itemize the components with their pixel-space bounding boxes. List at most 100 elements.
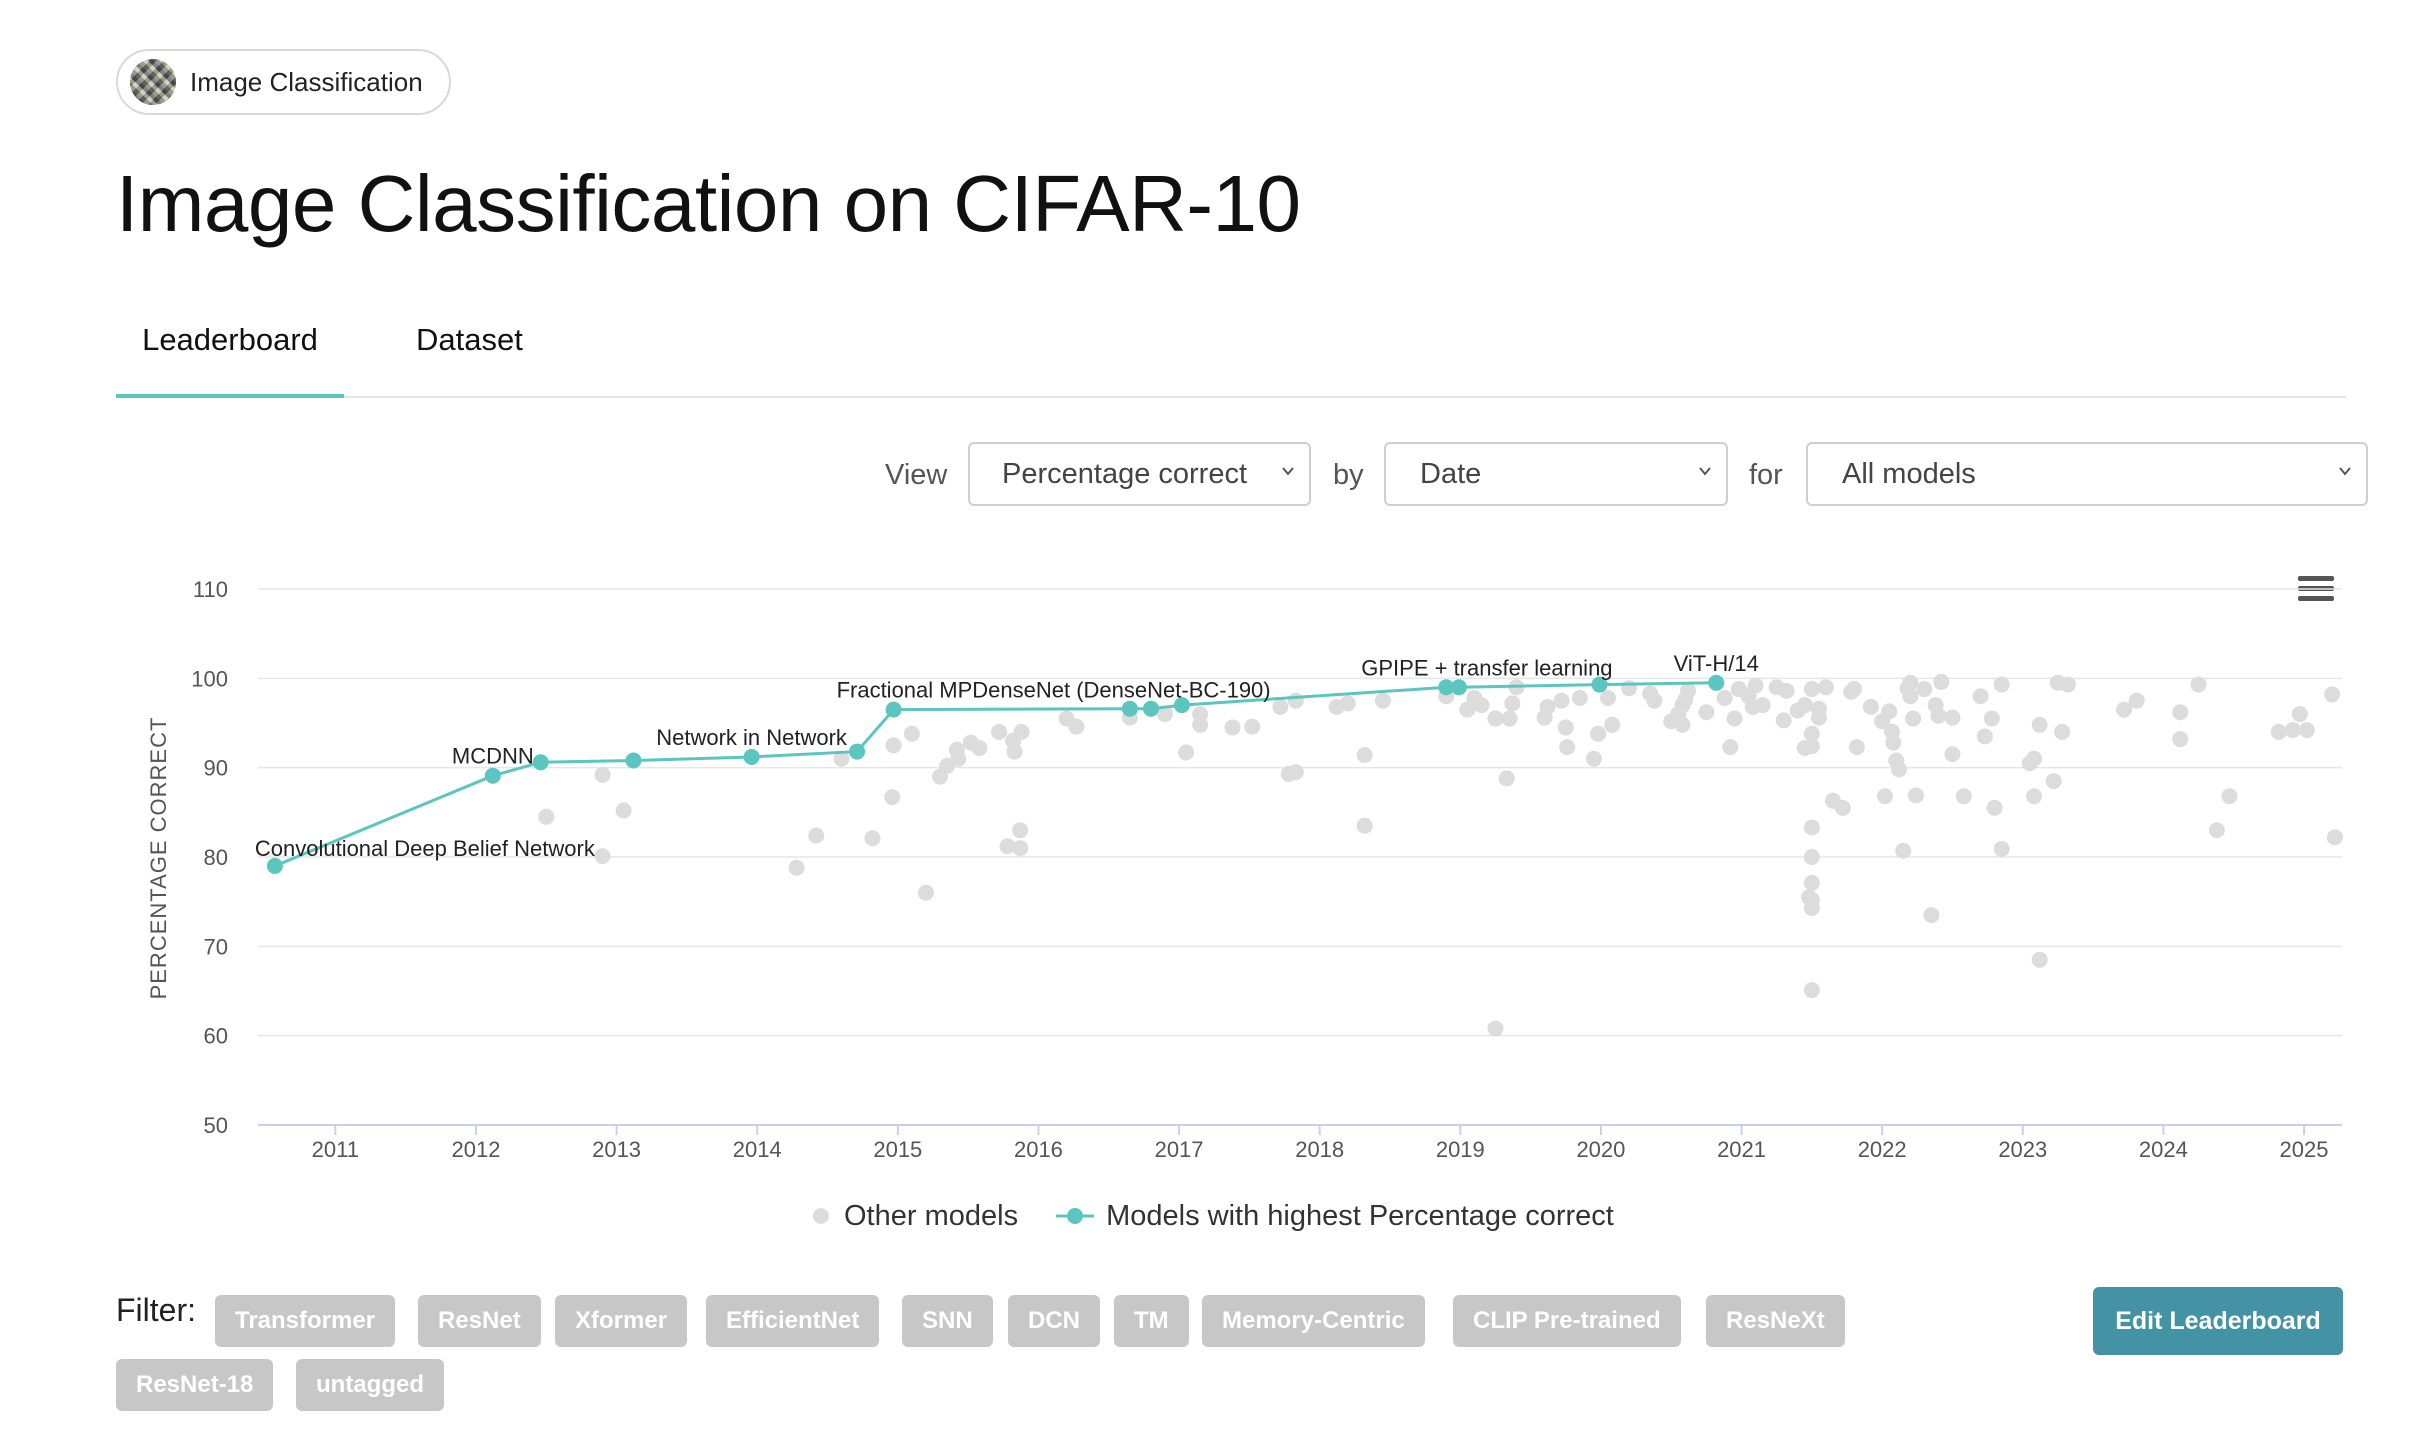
other-model-point[interactable] [2059,676,2076,693]
filter-tag-clip-pre-trained[interactable]: CLIP Pre-trained [1453,1295,1681,1347]
other-model-point[interactable] [1178,744,1195,761]
other-model-point[interactable] [1498,770,1515,787]
other-model-point[interactable] [1923,907,1940,924]
other-model-point[interactable] [1905,710,1922,727]
other-model-point[interactable] [594,766,611,783]
other-model-point[interactable] [1339,695,1356,712]
other-model-point[interactable] [1006,743,1023,760]
other-model-point[interactable] [1674,716,1691,733]
other-model-point[interactable] [1013,723,1030,740]
other-model-point[interactable] [1986,799,2003,816]
best-model-point[interactable] [1142,700,1159,717]
other-model-point[interactable] [788,859,805,876]
other-model-point[interactable] [2045,773,2062,790]
other-model-point[interactable] [1803,738,1820,755]
other-model-point[interactable] [1972,688,1989,705]
other-model-point[interactable] [1012,840,1029,857]
other-model-point[interactable] [833,750,850,767]
best-model-point[interactable] [885,701,902,718]
best-model-point[interactable] [266,857,283,874]
other-model-point[interactable] [1604,716,1621,733]
other-model-point[interactable] [1796,697,1813,714]
other-model-point[interactable] [1933,673,1950,690]
filter-tag-resnext[interactable]: ResNeXt [1706,1295,1845,1347]
other-model-point[interactable] [1778,682,1795,699]
other-model-point[interactable] [2026,788,2043,805]
other-model-point[interactable] [1803,725,1820,742]
other-model-point[interactable] [1803,982,1820,999]
other-model-point[interactable] [2298,722,2315,739]
other-model-point[interactable] [1775,712,1792,729]
other-model-point[interactable] [1557,719,1574,736]
other-model-point[interactable] [1571,689,1588,706]
other-model-point[interactable] [1881,703,1898,720]
legend-best-models[interactable]: Models with highest Percentage correct [1056,1200,1614,1233]
other-model-point[interactable] [1891,761,1908,778]
other-model-point[interactable] [885,737,902,754]
other-model-point[interactable] [1157,706,1174,723]
other-model-point[interactable] [1590,725,1607,742]
filter-tag-xformer[interactable]: Xformer [555,1295,688,1347]
other-model-point[interactable] [594,848,611,865]
other-model-point[interactable] [950,750,967,767]
other-model-point[interactable] [2208,822,2225,839]
other-model-point[interactable] [1722,739,1739,756]
other-model-point[interactable] [2172,704,2189,721]
filter-tag-dcn[interactable]: DCN [1008,1295,1100,1347]
other-model-point[interactable] [1916,681,1933,698]
other-model-point[interactable] [1356,747,1373,764]
by-select[interactable]: Date [1384,442,1728,506]
other-model-point[interactable] [1504,695,1521,712]
best-model-point[interactable] [1438,679,1455,696]
other-model-point[interactable] [1224,719,1241,736]
other-model-point[interactable] [1803,874,1820,891]
best-model-point[interactable] [1121,700,1138,717]
other-model-point[interactable] [2026,750,2043,767]
other-model-point[interactable] [2116,701,2133,718]
other-model-point[interactable] [1244,718,1261,735]
other-model-point[interactable] [1287,692,1304,709]
other-model-point[interactable] [1862,698,1879,715]
other-model-point[interactable] [2326,829,2343,846]
other-model-point[interactable] [1885,734,1902,751]
other-model-point[interactable] [2054,723,2071,740]
other-model-point[interactable] [1848,739,1865,756]
other-model-point[interactable] [1559,739,1576,756]
best-model-point[interactable] [1173,697,1190,714]
other-model-point[interactable] [2270,723,2287,740]
best-model-point[interactable] [743,748,760,765]
other-model-point[interactable] [1680,682,1697,699]
other-model-point[interactable] [1803,819,1820,836]
other-model-point[interactable] [1902,674,1919,691]
other-model-point[interactable] [864,830,881,847]
other-model-point[interactable] [884,789,901,806]
best-model-point[interactable] [484,767,501,784]
other-model-point[interactable] [1983,710,2000,727]
best-model-point[interactable] [849,743,866,760]
other-model-point[interactable] [1944,709,1961,726]
filter-tag-resnet[interactable]: ResNet [418,1295,541,1347]
for-select[interactable]: All models [1806,442,2368,506]
other-model-point[interactable] [1012,822,1029,839]
tab-leaderboard[interactable]: Leaderboard [116,318,344,398]
filter-tag-snn[interactable]: SNN [902,1295,993,1347]
other-model-point[interactable] [1803,681,1820,698]
other-model-point[interactable] [615,802,632,819]
best-model-point[interactable] [625,752,642,769]
other-model-point[interactable] [1539,698,1556,715]
other-model-point[interactable] [538,808,555,825]
filter-tag-efficientnet[interactable]: EfficientNet [706,1295,880,1347]
other-model-point[interactable] [903,725,920,742]
other-model-point[interactable] [917,884,934,901]
other-model-point[interactable] [1955,788,1972,805]
other-model-point[interactable] [1944,746,1961,763]
tab-dataset[interactable]: Dataset [416,322,523,357]
filter-tag-resnet-18[interactable]: ResNet-18 [116,1359,274,1411]
other-model-point[interactable] [1754,697,1771,714]
other-model-point[interactable] [2284,722,2301,739]
other-model-point[interactable] [1895,842,1912,859]
other-model-point[interactable] [1993,840,2010,857]
other-model-point[interactable] [999,838,1016,855]
other-model-point[interactable] [1876,788,1893,805]
best-model-point[interactable] [1591,676,1608,693]
